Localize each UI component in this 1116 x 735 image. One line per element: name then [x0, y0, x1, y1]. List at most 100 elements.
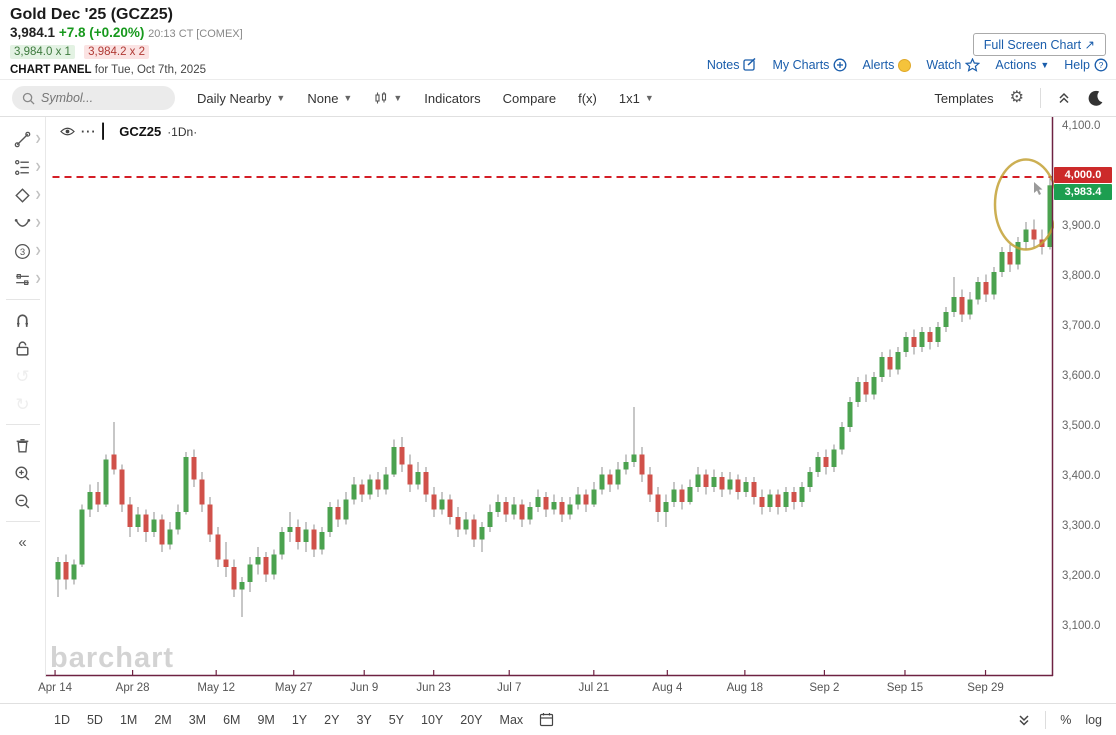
- range-button-1m[interactable]: 1M: [119, 712, 138, 727]
- candle-body: [175, 512, 181, 530]
- chart-type-menu[interactable]: ▼: [374, 91, 402, 105]
- candle-body: [63, 562, 69, 580]
- sidebar-separator: [5, 424, 40, 425]
- range-button-2y[interactable]: 2Y: [324, 712, 340, 727]
- period-menu[interactable]: Daily Nearby ▼: [197, 90, 286, 106]
- candle-body: [415, 472, 421, 485]
- candle-body: [103, 459, 109, 505]
- more-options-icon[interactable]: ···: [81, 124, 97, 139]
- chart-area[interactable]: ··· ▏ GCZ25 ·1Dn· barchart: [46, 117, 1054, 677]
- range-button-3y[interactable]: 3Y: [356, 712, 372, 727]
- my-charts-link[interactable]: My Charts: [772, 58, 847, 72]
- page-title: Gold Dec '25 (GCZ25): [10, 6, 173, 23]
- zoom-in-icon: [13, 464, 32, 483]
- collapse-sidebar-button[interactable]: «: [3, 528, 43, 556]
- candle-body: [487, 512, 493, 527]
- range-button-max[interactable]: Max: [499, 712, 524, 727]
- candle-body: [631, 454, 637, 462]
- range-button-2m[interactable]: 2M: [154, 712, 172, 727]
- candle-body: [807, 472, 813, 487]
- candle-body: [223, 559, 229, 567]
- range-button-1y[interactable]: 1Y: [291, 712, 308, 727]
- candle-body: [527, 507, 533, 520]
- zoom-out-icon: [13, 492, 32, 511]
- shapes-tool[interactable]: ❯: [3, 181, 43, 209]
- trend-line-tool[interactable]: ❯: [3, 125, 43, 153]
- candle-body: [951, 297, 957, 312]
- trend-line-icon: [13, 130, 32, 149]
- annotation-ellipse[interactable]: [993, 158, 1054, 251]
- range-button-5d[interactable]: 5D: [86, 712, 103, 727]
- fx-button[interactable]: f(x): [578, 90, 597, 106]
- indicators-button[interactable]: Indicators: [424, 90, 481, 106]
- candle-body: [895, 352, 901, 370]
- chevron-right-icon: ❯: [34, 218, 42, 227]
- candle-body: [383, 474, 389, 490]
- fibonacci-tool[interactable]: ❯: [3, 153, 43, 181]
- eye-icon[interactable]: [60, 126, 75, 137]
- log-scale-toggle[interactable]: log: [1085, 712, 1102, 727]
- candlestick-plot[interactable]: [46, 117, 1054, 677]
- price-axis[interactable]: 4,100.0 3,900.0 3,800.0 3,700.0 3,600.0 3,500…: [1054, 117, 1116, 677]
- time-tick-label: Sep 15: [886, 682, 924, 694]
- collapse-toolbar-button[interactable]: [1057, 91, 1071, 105]
- zoom-out-button[interactable]: [3, 487, 43, 515]
- candle-body: [79, 509, 85, 565]
- candle-body: [127, 504, 133, 527]
- range-button-3m[interactable]: 3M: [188, 712, 207, 727]
- time-axis[interactable]: Apr 14 Apr 28 May 12 May 27 Jun 9 Jun 23 Jul 7…: [0, 677, 1116, 703]
- arc-tool[interactable]: ❯: [3, 209, 43, 237]
- zoom-in-button[interactable]: [3, 459, 43, 487]
- measure-tool[interactable]: ❯: [3, 265, 43, 293]
- candle-body: [599, 474, 605, 490]
- custom-date-range-button[interactable]: [539, 712, 554, 727]
- candle-body: [903, 337, 909, 352]
- candle-body: [455, 517, 461, 530]
- symbol-search[interactable]: [12, 86, 175, 110]
- candle-body: [591, 489, 597, 505]
- candle-body: [1023, 229, 1029, 242]
- layout-menu[interactable]: 1x1 ▼: [618, 90, 654, 106]
- alerts-link[interactable]: Alerts: [862, 58, 912, 72]
- lock-tool[interactable]: [3, 334, 43, 362]
- compare-button[interactable]: Compare: [502, 90, 557, 106]
- time-tick-label: Apr 28: [115, 682, 150, 694]
- time-tick-label: May 27: [274, 682, 313, 694]
- quote-row: 3,984.1 +7.8 (+0.20%) 20:13 CT [COMEX]: [10, 24, 1106, 43]
- candle-body: [791, 492, 797, 502]
- chevron-right-icon: ❯: [34, 274, 42, 283]
- ask-value: 3,984.2 x 2: [84, 45, 150, 59]
- lock-open-icon: [13, 339, 32, 358]
- range-button-9m[interactable]: 9M: [257, 712, 275, 727]
- last-price-box: 3,983.4: [1054, 183, 1112, 200]
- range-button-20y[interactable]: 20Y: [460, 712, 483, 727]
- range-button-6m[interactable]: 6M: [223, 712, 241, 727]
- templates-button[interactable]: Templates: [934, 90, 994, 106]
- help-link[interactable]: Help?: [1064, 58, 1108, 72]
- candle-body: [215, 534, 221, 560]
- annotation-count-tool[interactable]: 3 ❯: [3, 237, 43, 265]
- fullscreen-chart-button[interactable]: Full Screen Chart ↗: [972, 33, 1106, 56]
- candle-body: [727, 479, 733, 490]
- barchart-watermark: barchart: [50, 642, 175, 674]
- price-tick-label: 3,500.0: [1062, 420, 1101, 432]
- settings-button[interactable]: ⚙: [1010, 90, 1024, 106]
- magnet-tool[interactable]: [3, 306, 43, 334]
- watch-link[interactable]: Watch: [926, 58, 981, 72]
- notes-link[interactable]: Notes: [707, 58, 758, 72]
- percent-scale-toggle[interactable]: %: [1060, 712, 1072, 727]
- delete-drawings-button[interactable]: [3, 431, 43, 459]
- symbol-input[interactable]: [41, 91, 151, 105]
- double-chevron-down-icon[interactable]: [1017, 713, 1031, 727]
- range-button-10y[interactable]: 10Y: [421, 712, 444, 727]
- actions-link[interactable]: Actions ▼: [995, 58, 1049, 72]
- caret-down-icon: ▼: [1040, 60, 1050, 70]
- candle-body: [423, 472, 429, 495]
- candle-body: [575, 494, 581, 505]
- dark-mode-toggle[interactable]: [1087, 90, 1104, 107]
- range-button-1d[interactable]: 1D: [54, 712, 70, 727]
- study-menu[interactable]: None ▼: [307, 90, 353, 106]
- price-tick-label: 3,700.0: [1062, 320, 1101, 332]
- candle-body: [911, 337, 917, 347]
- range-button-5y[interactable]: 5Y: [388, 712, 405, 727]
